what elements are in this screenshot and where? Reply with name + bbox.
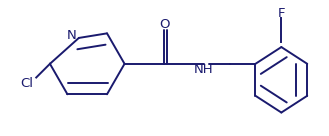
Text: NH: NH [194,63,214,76]
Text: F: F [278,7,285,20]
Text: N: N [67,29,77,42]
Text: Cl: Cl [21,77,34,90]
Text: O: O [159,18,169,32]
